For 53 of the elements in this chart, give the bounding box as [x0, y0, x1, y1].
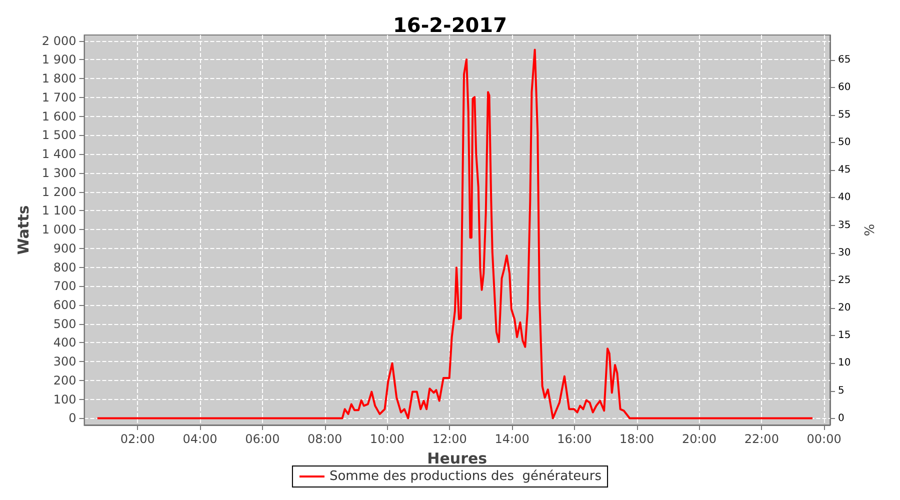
x-tick-label: 04:00 — [182, 432, 218, 446]
y-tick-label: 1 400 — [42, 147, 76, 162]
x-tick-label: 18:00 — [620, 432, 654, 446]
legend-label: Somme des productions des générateurs — [329, 469, 602, 484]
x-tick-label: 08:00 — [308, 432, 342, 446]
x-tick-label: 00:00 — [806, 432, 842, 446]
x-tick-label: 02:00 — [120, 432, 155, 446]
y2-axis-title: % — [860, 224, 876, 236]
y-tick-label: 800 — [53, 260, 76, 274]
y2-tick-label: 60 — [838, 82, 851, 93]
y2-tick-label: 5 — [838, 385, 844, 396]
x-tick-label: 14:00 — [494, 432, 530, 446]
y2-tick-label: 65 — [838, 54, 851, 66]
y-tick-label: 900 — [53, 241, 76, 256]
line-series — [96, 48, 814, 420]
x-axis-title: Heures — [427, 450, 488, 468]
y-tick-label: 400 — [53, 336, 76, 350]
y-axis-title: Watts — [14, 205, 32, 255]
y2-tick-label: 30 — [838, 247, 851, 258]
y-tick-label: 2 000 — [42, 34, 76, 48]
y-tick-label: 1 800 — [42, 72, 76, 86]
y-tick-label: 500 — [53, 316, 76, 331]
y-tick-label: 1 200 — [42, 184, 76, 199]
y-tick-label: 1 600 — [42, 109, 76, 124]
y2-tick-label: 20 — [838, 302, 851, 314]
y-tick-label: 200 — [53, 373, 76, 388]
x-tick-label: 12:00 — [432, 432, 467, 446]
y2-tick-label: 50 — [838, 137, 851, 148]
y2-tick-label: 15 — [838, 330, 851, 342]
chart-title: 16-2-2017 — [392, 13, 508, 37]
y2-tick-label: 40 — [838, 192, 851, 204]
y-tick-label: 0 — [68, 411, 76, 426]
y-tick-label: 100 — [53, 392, 76, 406]
y-tick-label: 1 000 — [42, 222, 76, 237]
y2-tick-label: 35 — [838, 220, 851, 231]
y-tick-label: 1 500 — [42, 128, 76, 142]
y-tick-label: 300 — [53, 354, 76, 369]
y-tick-label: 1 100 — [42, 204, 76, 218]
y2-tick-label: 0 — [838, 412, 844, 424]
y2-tick-label: 10 — [838, 358, 851, 369]
y-tick-label: 600 — [53, 298, 76, 312]
y2-tick-label: 55 — [838, 109, 851, 120]
y-tick-label: 1 700 — [42, 90, 76, 104]
x-tick-label: 10:00 — [370, 432, 405, 446]
y2-tick-label: 25 — [838, 274, 851, 286]
x-tick-label: 22:00 — [744, 432, 779, 446]
y2-tick-label: 45 — [838, 164, 851, 176]
y-tick-label: 1 900 — [42, 52, 76, 67]
y-tick-label: 1 300 — [42, 166, 76, 180]
x-tick-label: 06:00 — [245, 432, 280, 446]
x-tick-label: 16:00 — [557, 432, 592, 446]
x-tick-label: 20:00 — [682, 432, 717, 446]
y-tick-label: 700 — [53, 279, 76, 294]
